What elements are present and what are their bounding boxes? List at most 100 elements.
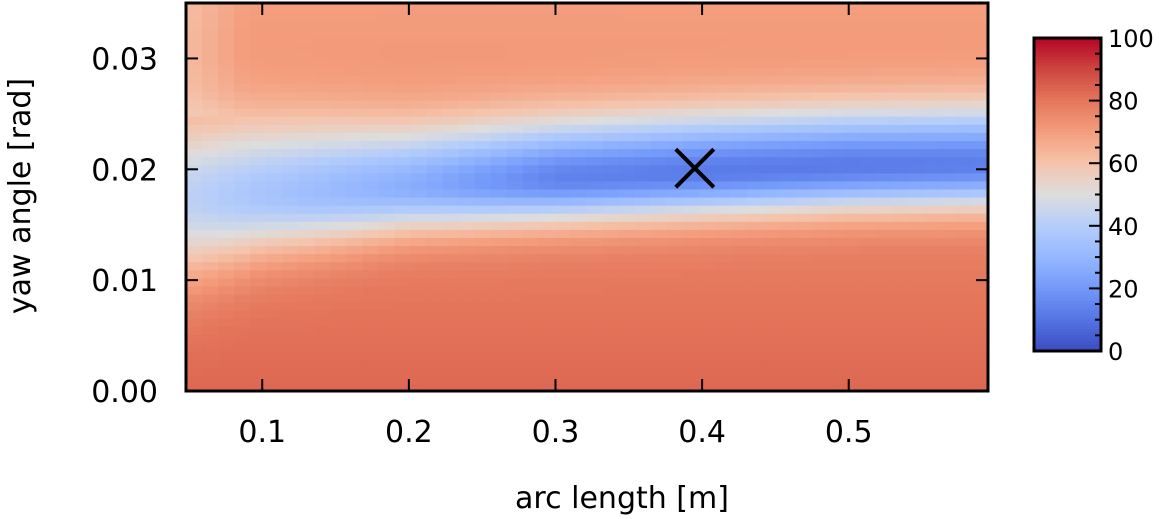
heatmap-cell (298, 116, 315, 125)
heatmap-cell (763, 382, 781, 392)
heatmap-cell (587, 27, 604, 36)
heatmap-cell (827, 3, 845, 12)
heatmap-cell (186, 51, 203, 61)
heatmap-cell (570, 19, 588, 28)
heatmap-cell (763, 124, 781, 133)
heatmap-cell (218, 132, 235, 142)
heatmap-cell (474, 100, 492, 109)
heatmap-cell (731, 116, 748, 125)
colorbar-segment (1034, 272, 1101, 277)
heatmap-cell (683, 229, 700, 239)
heatmap-cell (218, 3, 235, 12)
heatmap-cell (250, 350, 267, 360)
heatmap-cell (747, 205, 765, 214)
heatmap-cell (186, 205, 203, 214)
heatmap-cell (715, 350, 732, 360)
heatmap-cell (522, 237, 540, 247)
heatmap-cell (570, 180, 588, 190)
heatmap-cell (763, 91, 781, 101)
heatmap-cell (570, 221, 588, 230)
heatmap-cell (827, 83, 845, 93)
heatmap-cell (827, 100, 845, 109)
heatmap-cell (554, 67, 572, 77)
heatmap-cell (923, 156, 941, 166)
heatmap-cell (218, 27, 235, 36)
heatmap-cell (250, 27, 267, 36)
heatmap-cell (955, 67, 973, 77)
heatmap-cell (266, 100, 283, 109)
heatmap-cell (570, 358, 588, 368)
heatmap-cell (859, 51, 877, 61)
heatmap-cell (282, 11, 299, 20)
heatmap-cell (298, 358, 315, 368)
heatmap-cell (234, 43, 251, 53)
heatmap-cell (298, 3, 315, 12)
heatmap-cell (490, 310, 508, 319)
heatmap-cell (378, 11, 396, 20)
heatmap-cell (971, 342, 989, 352)
heatmap-cell (843, 11, 861, 20)
colorbar-segment (1034, 219, 1101, 224)
heatmap-cell (490, 124, 508, 133)
heatmap-cell (394, 374, 412, 384)
heatmap-cell (266, 51, 283, 61)
heatmap-cell (266, 229, 283, 239)
heatmap-cell (635, 302, 652, 311)
heatmap-cell (250, 116, 267, 125)
heatmap-cell (506, 132, 524, 142)
heatmap-cell (827, 108, 845, 117)
heatmap-cell (795, 205, 813, 214)
heatmap-cell (875, 91, 893, 101)
heatmap-cell (442, 221, 460, 230)
heatmap-cell (410, 261, 428, 271)
heatmap-cell (522, 374, 540, 384)
heatmap-cell (458, 132, 476, 142)
heatmap-cell (731, 11, 748, 20)
heatmap-cell (715, 229, 732, 239)
heatmap-cell (683, 27, 700, 36)
heatmap-cell (458, 156, 476, 166)
heatmap-cell (955, 269, 973, 279)
heatmap-cell (939, 205, 957, 214)
heatmap-cell (763, 140, 781, 150)
heatmap-cell (538, 294, 556, 303)
heatmap-cell (490, 148, 508, 158)
heatmap-cell (747, 51, 765, 61)
heatmap-cell (667, 19, 684, 28)
heatmap-cell (330, 237, 347, 247)
heatmap-cell (458, 43, 476, 53)
heatmap-cell (474, 302, 492, 311)
heatmap-cell (715, 269, 732, 279)
heatmap-cell (458, 229, 476, 239)
heatmap-cell (747, 148, 765, 158)
heatmap-cell (442, 245, 460, 255)
heatmap-cell (538, 156, 556, 166)
heatmap-cell (891, 164, 909, 174)
heatmap-cell (635, 164, 652, 174)
heatmap-cell (795, 294, 813, 303)
heatmap-cell (683, 180, 700, 190)
heatmap-cell (859, 358, 877, 368)
heatmap-cell (603, 3, 620, 12)
heatmap-cell (859, 108, 877, 117)
heatmap-cell (218, 269, 235, 279)
heatmap-cell (843, 100, 861, 109)
heatmap-cell (859, 3, 877, 12)
heatmap-cell (651, 374, 668, 384)
heatmap-cell (923, 132, 941, 142)
heatmap-cell (619, 350, 636, 360)
heatmap-cell (779, 253, 797, 263)
heatmap-cell (186, 11, 203, 20)
heatmap-cell (971, 213, 989, 222)
heatmap-cell (522, 83, 540, 93)
heatmap-cell (442, 334, 460, 344)
colorbar-tick-label: 80 (1108, 88, 1139, 116)
heatmap-cell (699, 35, 716, 45)
heatmap-cell (667, 350, 684, 360)
colorbar-segment (1034, 235, 1101, 239)
heatmap-cell (378, 334, 396, 344)
heatmap-cell (923, 27, 941, 36)
heatmap-cell (474, 27, 492, 36)
heatmap-cell (827, 75, 845, 85)
heatmap-cell (587, 213, 604, 222)
